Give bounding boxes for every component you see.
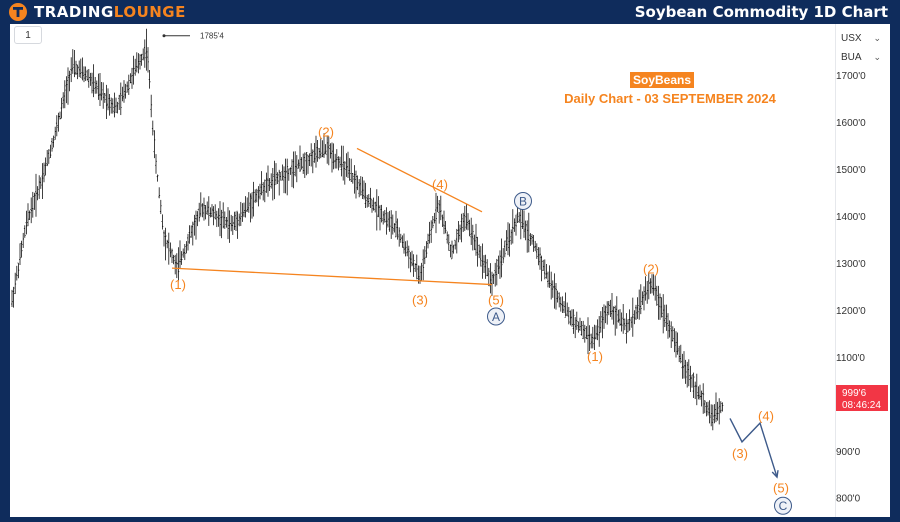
header-bar: TRADINGLOUNGE Soybean Commodity 1D Chart bbox=[0, 0, 900, 24]
y-tick-label: 1400'0 bbox=[836, 212, 866, 223]
y-tick-label: 800'0 bbox=[836, 494, 861, 505]
wave-label: (4) bbox=[758, 409, 774, 424]
high-marker-label: 1785'4 bbox=[200, 32, 224, 41]
title-badge bbox=[630, 72, 694, 88]
trendline bbox=[356, 147, 483, 213]
currency-value: USX bbox=[841, 33, 862, 44]
wave-label: C bbox=[779, 499, 788, 513]
wave-label: (4) bbox=[432, 177, 448, 192]
chart-panel: 800'0900'01000'01100'01200'01300'01400'0… bbox=[10, 24, 890, 517]
y-tick-label: 900'0 bbox=[836, 447, 861, 458]
wave-label-circle bbox=[774, 496, 792, 515]
y-tick-label: 1500'0 bbox=[836, 165, 866, 176]
last-price-tag bbox=[836, 385, 888, 411]
logo-word-trading: TRADING bbox=[34, 3, 114, 21]
wave-c-projection bbox=[729, 418, 778, 478]
chevron-down-icon: ⌄ bbox=[873, 33, 881, 43]
wave-label-circle bbox=[514, 192, 532, 211]
logo-text: TRADINGLOUNGE bbox=[34, 3, 186, 21]
y-tick-label: 1600'0 bbox=[836, 118, 866, 129]
logo-word-lounge: LOUNGE bbox=[113, 3, 186, 21]
last-price-value: 999'6 bbox=[842, 388, 867, 399]
wave-label-circle bbox=[487, 307, 505, 326]
unit-value: BUA bbox=[841, 52, 862, 63]
candles-group bbox=[11, 28, 724, 431]
wave-label: (5) bbox=[488, 293, 504, 308]
chart-subtitle: Daily Chart - 03 SEPTEMBER 2024 bbox=[564, 91, 776, 106]
tradinglounge-logo: TRADINGLOUNGE bbox=[8, 2, 186, 22]
countdown-value: 08:46:24 bbox=[842, 400, 881, 411]
unit-select[interactable]: BUA ⌄ bbox=[835, 48, 887, 67]
projection-arrowhead bbox=[771, 470, 779, 479]
wave-label: A bbox=[492, 310, 500, 324]
currency-select[interactable]: USX ⌄ bbox=[835, 29, 887, 48]
y-tick-label: 1200'0 bbox=[836, 306, 866, 317]
y-tick-label: 1100'0 bbox=[836, 353, 865, 364]
y-tick-label: 1700'0 bbox=[836, 71, 866, 82]
wave-label: (2) bbox=[643, 262, 659, 277]
chevron-down-icon: ⌄ bbox=[873, 52, 881, 62]
wave-label: (2) bbox=[318, 124, 334, 139]
wave-label: (3) bbox=[732, 446, 748, 461]
wave-label: (1) bbox=[170, 277, 186, 292]
wave-label: B bbox=[519, 194, 527, 208]
chart-title: SoyBeans bbox=[633, 73, 691, 87]
wave-label: (1) bbox=[587, 349, 603, 364]
chart-header-title: Soybean Commodity 1D Chart bbox=[634, 3, 888, 21]
wave-label: (3) bbox=[412, 293, 428, 308]
currency-selectors: USX ⌄ BUA ⌄ bbox=[835, 29, 887, 67]
y-tick-label: 1300'0 bbox=[836, 259, 866, 270]
price-chart[interactable]: 800'0900'01000'01100'01200'01300'01400'0… bbox=[10, 24, 890, 517]
logo-icon bbox=[9, 3, 27, 21]
trendline bbox=[171, 267, 493, 286]
wave-label: (5) bbox=[773, 480, 789, 495]
high-marker-dot bbox=[162, 34, 166, 38]
interval-selector[interactable]: 1 bbox=[14, 26, 42, 44]
price-scale-divider bbox=[835, 24, 836, 517]
